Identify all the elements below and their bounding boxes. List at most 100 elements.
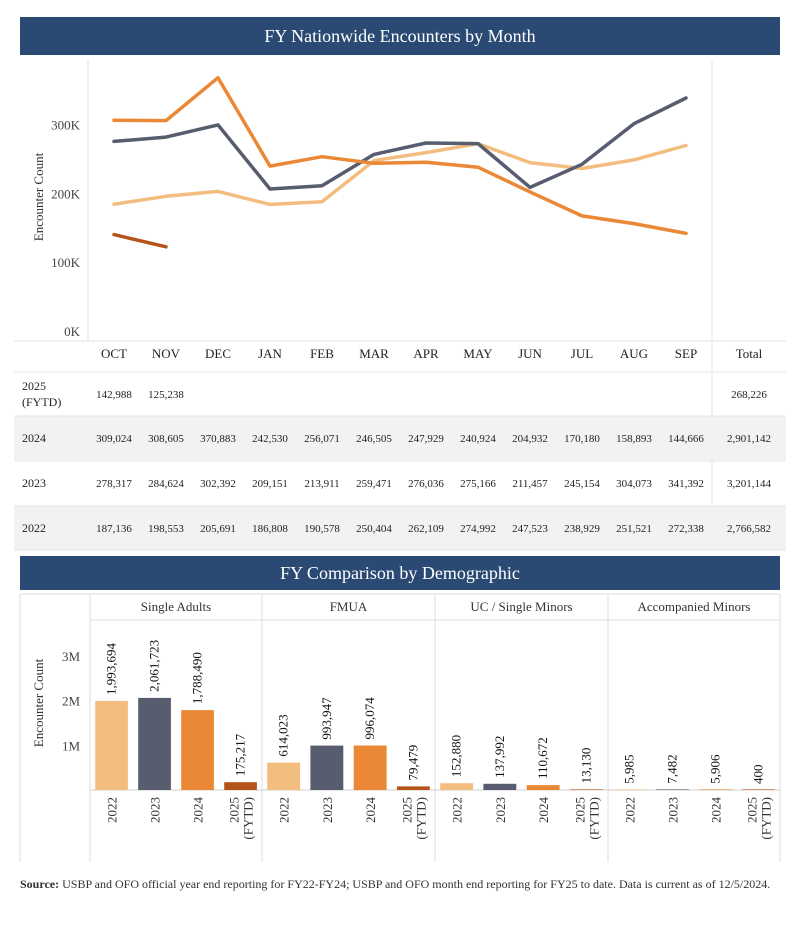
bar-year-sublabel: (FYTD) [413, 797, 428, 840]
table-cell: 302,392 [200, 478, 236, 490]
table-cell: 209,151 [252, 478, 288, 490]
table-cell: 309,024 [96, 433, 132, 445]
x-tick-label: MAR [359, 346, 389, 361]
bar-value-label: 400 [751, 764, 766, 784]
table-total-cell: 3,201,144 [727, 478, 772, 490]
bar-year-label: 2025 [399, 797, 414, 823]
series-line-2022 [112, 141, 688, 207]
bar [699, 789, 732, 790]
row-year-label: 2023 [22, 476, 46, 490]
x-tick-label: AUG [620, 346, 648, 361]
source-text: USBP and OFO official year end reporting… [59, 877, 771, 891]
table-cell: 247,523 [512, 523, 548, 535]
table-row-band [14, 416, 786, 460]
total-header: Total [736, 346, 763, 361]
bar-value-label: 2,061,723 [147, 640, 162, 692]
bar [742, 789, 775, 790]
x-tick-label: SEP [675, 346, 697, 361]
bar-year-label: 2023 [320, 797, 335, 823]
table-cell: 370,883 [200, 433, 236, 445]
series-line-2023 [112, 96, 688, 191]
table-cell: 198,553 [148, 523, 184, 535]
bar [181, 710, 214, 790]
x-tick-label: NOV [152, 346, 181, 361]
bar-year-label: 2024 [191, 797, 206, 824]
table-cell: 204,932 [512, 433, 548, 445]
source-note: Source: USBP and OFO official year end r… [20, 876, 780, 893]
row-year-label: 2025 [22, 379, 46, 393]
source-label: Source: [20, 877, 60, 891]
table-total-cell: 2,901,142 [727, 433, 771, 445]
group-label: FMUA [330, 599, 368, 614]
table-cell: 205,691 [200, 523, 236, 535]
bar-year-label: 2024 [536, 797, 551, 824]
bar [396, 786, 430, 790]
y-tick-label: 2M [62, 694, 81, 709]
bar-value-label: 993,947 [319, 697, 334, 740]
bar [613, 789, 646, 790]
y-tick-label: 3M [62, 649, 81, 664]
bar-value-label: 13,130 [578, 748, 593, 784]
bar-year-label: 2022 [450, 797, 465, 823]
table-cell: 304,073 [616, 478, 652, 490]
x-tick-label: FEB [310, 346, 334, 361]
line-chart-title: FY Nationwide Encounters by Month [20, 17, 780, 55]
table-cell: 259,471 [356, 478, 392, 490]
bar-year-label: 2024 [709, 797, 724, 824]
table-cell: 211,457 [512, 478, 548, 490]
table-cell: 125,238 [148, 389, 184, 401]
group-label: Single Adults [141, 599, 211, 614]
table-cell: 246,505 [356, 433, 392, 445]
bar-year-sublabel: (FYTD) [759, 797, 774, 840]
table-cell: 187,136 [96, 523, 132, 535]
table-row-band [14, 506, 786, 550]
bar-value-label: 614,023 [276, 714, 291, 756]
bar-value-label: 7,482 [665, 754, 680, 783]
x-tick-label: MAY [463, 346, 493, 361]
bar-year-label: 2025 [572, 797, 587, 823]
x-tick-label: JUN [518, 346, 542, 361]
table-cell: 341,392 [668, 478, 704, 490]
bar-value-label: 5,985 [622, 754, 637, 783]
x-tick-label: JUL [571, 346, 593, 361]
bar-year-label: 2022 [623, 797, 638, 823]
bar-value-label: 1,993,694 [104, 642, 119, 695]
bar-year-label: 2025 [227, 797, 242, 823]
table-cell: 158,893 [616, 433, 652, 445]
y-tick-label: 0K [64, 324, 81, 339]
bar-year-label: 2024 [363, 797, 378, 824]
x-tick-label: OCT [101, 346, 127, 361]
table-cell: 308,605 [148, 433, 184, 445]
group-label: Accompanied Minors [637, 599, 750, 614]
table-cell: 247,929 [408, 433, 444, 445]
bar-value-label: 996,074 [362, 697, 377, 740]
table-cell: 242,530 [252, 433, 288, 445]
bar [267, 762, 301, 790]
bar-value-label: 137,992 [492, 736, 507, 778]
table-cell: 256,071 [304, 433, 340, 445]
table-cell: 190,578 [304, 523, 340, 535]
table-cell: 213,911 [304, 478, 339, 490]
x-tick-label: JAN [258, 346, 282, 361]
table-cell: 144,666 [668, 433, 704, 445]
bar-chart-title: FY Comparison by Demographic [20, 556, 780, 590]
bar [656, 789, 689, 790]
y-tick-label: 200K [51, 186, 81, 201]
y-axis-title: Encounter Count [31, 152, 46, 241]
table-cell: 276,036 [408, 478, 444, 490]
bar [483, 783, 517, 790]
x-tick-label: DEC [205, 346, 231, 361]
table-total-cell: 268,226 [731, 389, 767, 401]
bar-year-label: 2022 [105, 797, 120, 823]
bar-value-label: 79,479 [405, 745, 420, 781]
y-axis-title: Encounter Count [31, 658, 46, 747]
row-year-label: 2022 [22, 521, 46, 535]
bar [95, 700, 128, 790]
y-tick-label: 300K [51, 118, 81, 133]
table-cell: 275,166 [460, 478, 496, 490]
table-cell: 272,338 [668, 523, 704, 535]
table-cell: 262,109 [408, 523, 444, 535]
group-label: UC / Single Minors [470, 599, 572, 614]
table-cell: 238,929 [564, 523, 600, 535]
